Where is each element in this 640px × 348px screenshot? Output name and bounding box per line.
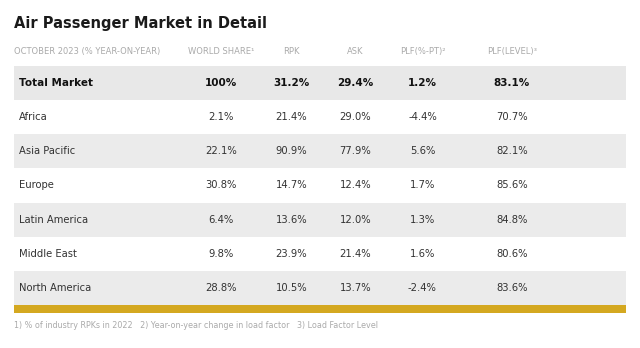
Text: 10.5%: 10.5% — [275, 283, 307, 293]
Text: WORLD SHARE¹: WORLD SHARE¹ — [188, 47, 254, 56]
Text: 84.8%: 84.8% — [496, 215, 528, 224]
Text: 21.4%: 21.4% — [275, 112, 307, 122]
Text: 23.9%: 23.9% — [275, 249, 307, 259]
Bar — [14, 134, 626, 168]
Text: 29.4%: 29.4% — [337, 78, 373, 88]
Text: 21.4%: 21.4% — [339, 249, 371, 259]
Text: OCTOBER 2023 (% YEAR-ON-YEAR): OCTOBER 2023 (% YEAR-ON-YEAR) — [14, 47, 161, 56]
Text: 31.2%: 31.2% — [273, 78, 309, 88]
Text: 80.6%: 80.6% — [496, 249, 528, 259]
Text: 1) % of industry RPKs in 2022   2) Year-on-year change in load factor   3) Load : 1) % of industry RPKs in 2022 2) Year-on… — [14, 321, 378, 330]
Text: 13.7%: 13.7% — [339, 283, 371, 293]
Text: 13.6%: 13.6% — [275, 215, 307, 224]
Text: 83.6%: 83.6% — [496, 283, 528, 293]
Text: 82.1%: 82.1% — [496, 147, 528, 156]
Text: 83.1%: 83.1% — [494, 78, 530, 88]
Text: RPK: RPK — [283, 47, 300, 56]
Text: -2.4%: -2.4% — [408, 283, 437, 293]
Text: 30.8%: 30.8% — [205, 181, 237, 190]
Text: Africa: Africa — [19, 112, 48, 122]
Text: Europe: Europe — [19, 181, 54, 190]
Text: 12.4%: 12.4% — [339, 181, 371, 190]
Text: 5.6%: 5.6% — [410, 147, 435, 156]
Text: -4.4%: -4.4% — [408, 112, 436, 122]
Text: 77.9%: 77.9% — [339, 147, 371, 156]
Text: 85.6%: 85.6% — [496, 181, 528, 190]
Text: 1.7%: 1.7% — [410, 181, 435, 190]
Bar — [14, 100, 626, 134]
Text: 28.8%: 28.8% — [205, 283, 237, 293]
Text: Latin America: Latin America — [19, 215, 88, 224]
Bar — [14, 203, 626, 237]
Text: Total Market: Total Market — [19, 78, 93, 88]
Text: 90.9%: 90.9% — [275, 147, 307, 156]
Text: 100%: 100% — [205, 78, 237, 88]
Text: 1.6%: 1.6% — [410, 249, 435, 259]
Text: 12.0%: 12.0% — [339, 215, 371, 224]
Text: 29.0%: 29.0% — [339, 112, 371, 122]
Text: 22.1%: 22.1% — [205, 147, 237, 156]
Text: Air Passenger Market in Detail: Air Passenger Market in Detail — [14, 16, 267, 31]
Text: 70.7%: 70.7% — [496, 112, 528, 122]
Text: PLF(%-PT)²: PLF(%-PT)² — [399, 47, 445, 56]
Text: PLF(LEVEL)³: PLF(LEVEL)³ — [487, 47, 537, 56]
Bar — [14, 237, 626, 271]
Text: 2.1%: 2.1% — [208, 112, 234, 122]
Text: 1.3%: 1.3% — [410, 215, 435, 224]
Text: North America: North America — [19, 283, 92, 293]
Text: 9.8%: 9.8% — [208, 249, 234, 259]
Text: 14.7%: 14.7% — [275, 181, 307, 190]
Text: 1.2%: 1.2% — [408, 78, 437, 88]
Text: ASK: ASK — [347, 47, 364, 56]
Text: Middle East: Middle East — [19, 249, 77, 259]
Text: Asia Pacific: Asia Pacific — [19, 147, 76, 156]
Bar — [14, 168, 626, 203]
Bar — [14, 66, 626, 100]
Text: 6.4%: 6.4% — [208, 215, 234, 224]
Bar — [14, 305, 626, 313]
Bar — [14, 271, 626, 305]
